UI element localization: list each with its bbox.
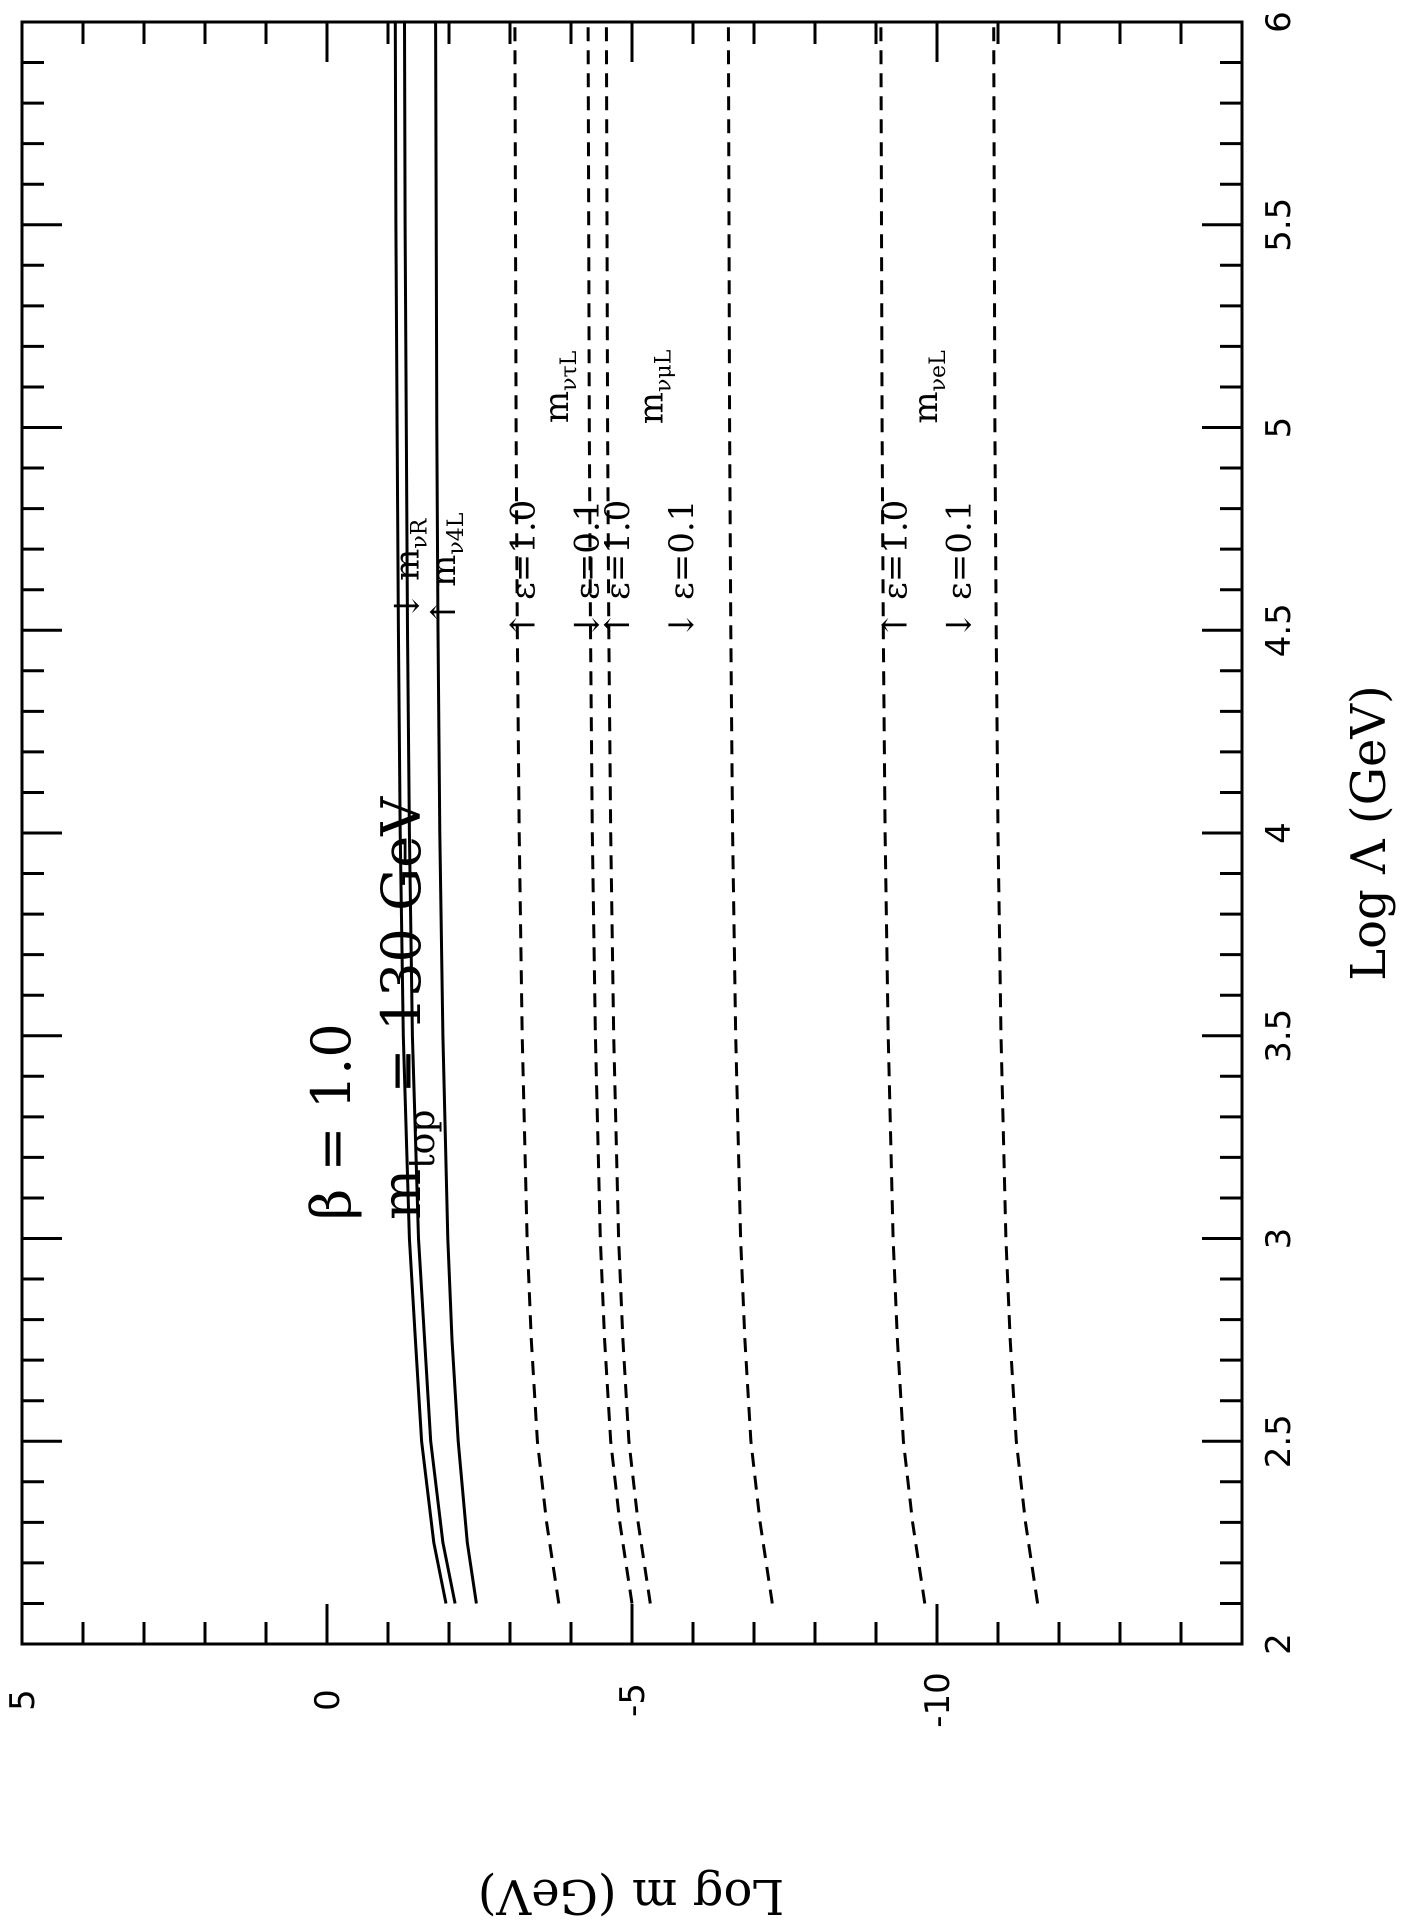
series-line-7 — [879, 21, 927, 1604]
curve-label-1: ↑ mν4L — [424, 512, 469, 626]
x-tick-label: 3.5 — [1259, 1009, 1299, 1063]
mtop-symbol: m — [370, 1169, 433, 1220]
mtop-subscript: top — [402, 1110, 443, 1169]
curve-label-text: ↓ ε=0.1 — [567, 500, 607, 639]
series-line-2 — [434, 21, 478, 1604]
series-layer — [393, 21, 1040, 1604]
curve-label-text: m — [906, 391, 946, 423]
x-tick-label: 5.5 — [1259, 198, 1299, 252]
x-tick-label: 2 — [1259, 1633, 1299, 1655]
curve-label-text: ↓ m — [388, 549, 428, 621]
x-axis-title: Log Λ (GeV) — [1341, 685, 1397, 981]
x-tick-label: 6 — [1259, 11, 1299, 33]
beta-annotation: β = 1.0 — [300, 1023, 363, 1220]
x-tick-label: 4 — [1259, 822, 1299, 844]
curve-label-10: mνeL — [906, 350, 951, 424]
plot-frame — [20, 20, 1244, 1646]
x-tick-label: 2.5 — [1259, 1414, 1299, 1468]
mtop-value: = 130 GeV — [370, 796, 433, 1094]
curve-label-text: m — [537, 391, 577, 423]
curve-label-text: ↓ ε=0.1 — [940, 500, 980, 639]
tick-labels: 2 2.5 3 3.5 4 4.5 5 5.5 6 5 0 -5 -10 — [3, 11, 1299, 1728]
series-line-0 — [393, 21, 448, 1604]
curve-label-4: mντL — [537, 350, 582, 423]
curve-label-8: ↑ ε=1.0 — [876, 500, 916, 639]
series-line-8 — [992, 21, 1040, 1604]
curve-label-text: ↑ m — [424, 555, 464, 627]
curve-label-subscript: ντL — [557, 350, 582, 391]
series-line-1 — [403, 21, 457, 1604]
curve-label-text: ↑ ε=1.0 — [503, 500, 543, 639]
curve-label-5: ↑ ε=1.0 — [598, 500, 638, 639]
curve-label-subscript: ν4L — [444, 512, 469, 554]
curve-label-6: ↓ ε=0.1 — [662, 500, 702, 639]
curve-label-9: ↓ ε=0.1 — [940, 500, 980, 639]
y-tick-label: -10 — [918, 1672, 958, 1728]
curve-label-7: mνμL — [632, 349, 677, 424]
series-line-5 — [604, 21, 652, 1604]
parameter-annotation: β = 1.0 mtop = 130 GeV — [300, 796, 443, 1220]
curve-label-text: ↑ ε=1.0 — [876, 500, 916, 639]
curve-label-subscript: νμL — [652, 349, 677, 392]
x-tick-label: 4.5 — [1259, 603, 1299, 657]
curve-label-text: ↑ ε=1.0 — [598, 500, 638, 639]
x-tick-label: 5 — [1259, 417, 1299, 439]
y-axis-title: Log m (GeV) — [478, 1868, 784, 1923]
mtop-annotation: mtop = 130 GeV — [370, 796, 443, 1220]
curve-label-0: ↓ mνR — [388, 517, 433, 620]
curve-label-text: m — [632, 392, 672, 424]
curve-label-text: ↓ ε=0.1 — [662, 500, 702, 639]
x-tick-label: 3 — [1259, 1228, 1299, 1250]
series-line-4 — [586, 21, 634, 1604]
y-tick-label: -5 — [613, 1683, 653, 1717]
series-line-3 — [513, 21, 561, 1604]
y-tick-label: 0 — [308, 1689, 348, 1711]
curve-label-2: ↑ ε=1.0 — [503, 500, 543, 639]
curve-label-3: ↓ ε=0.1 — [567, 500, 607, 639]
curve-label-subscript: νR — [408, 517, 433, 548]
y-tick-label: 5 — [3, 1689, 43, 1711]
axis-ticks — [20, 20, 1244, 1646]
series-line-6 — [726, 21, 774, 1604]
curve-label-subscript: νeL — [926, 350, 951, 391]
